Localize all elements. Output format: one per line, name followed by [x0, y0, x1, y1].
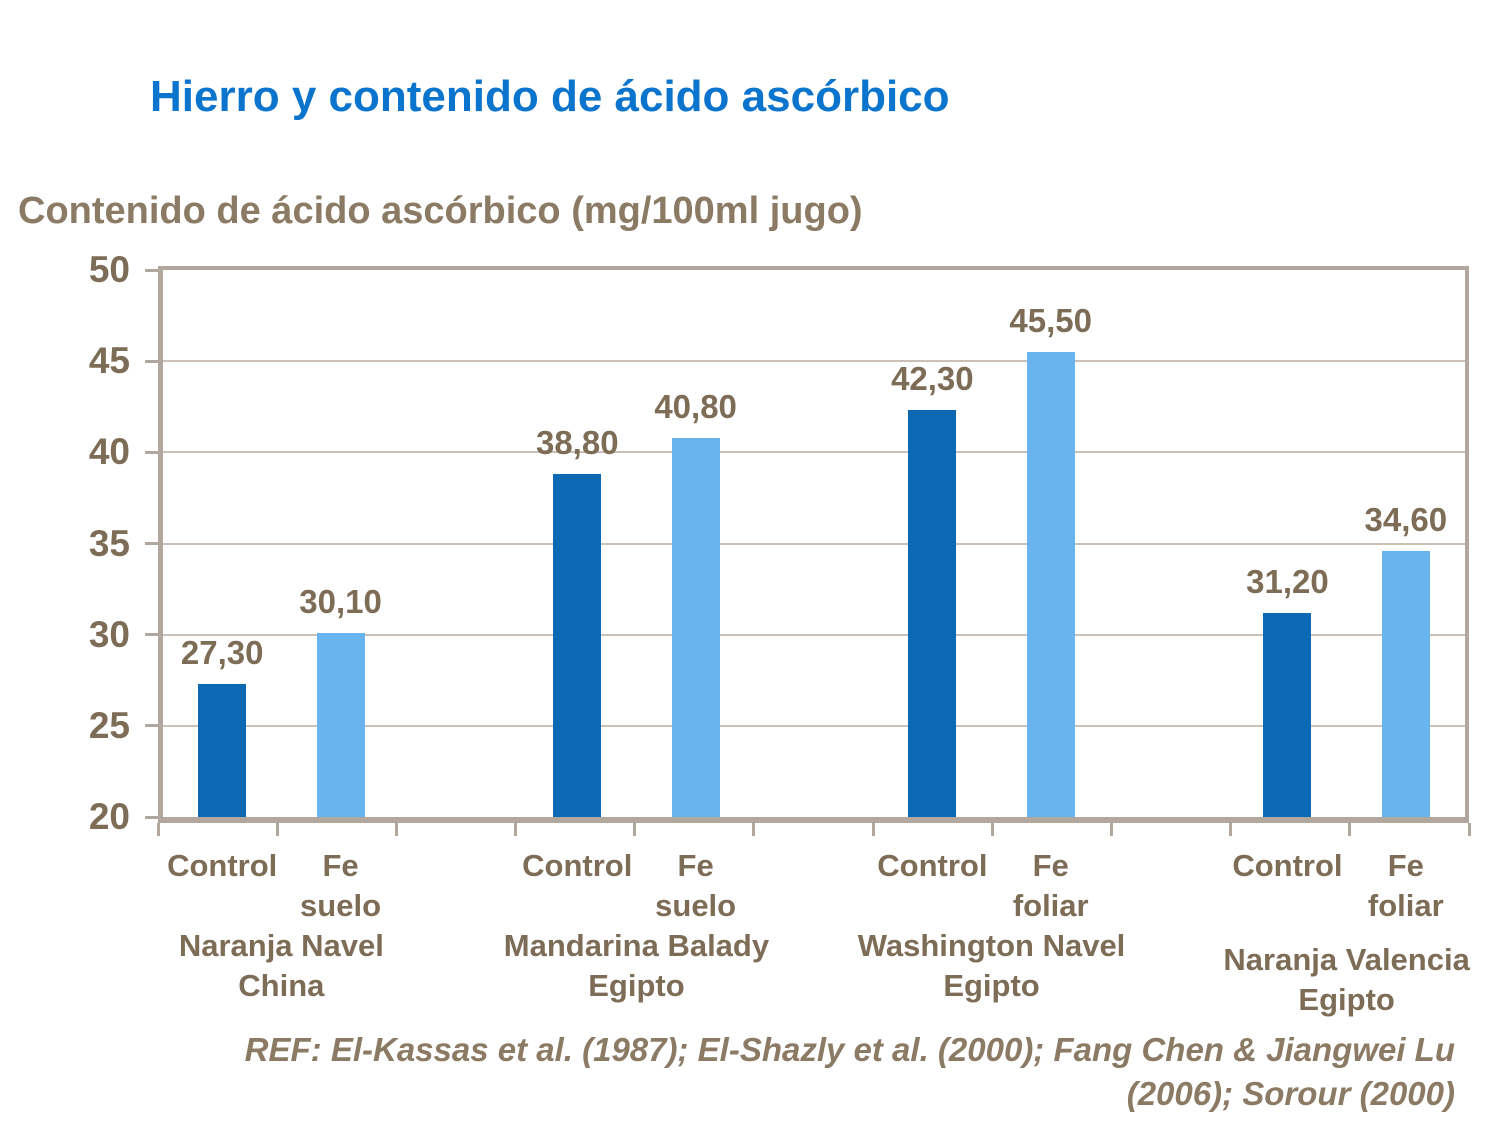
x-category-label-line: Control [522, 848, 633, 883]
x-axis-tick-mark [275, 823, 279, 836]
bar-value-label: 38,80 [535, 424, 619, 462]
y-axis-tick-label: 35 [88, 522, 130, 564]
x-category-label: Control [127, 846, 317, 886]
y-axis-tick-mark [145, 633, 158, 637]
group-label: Washington Navel Egipto [772, 926, 1212, 1006]
bar-value-label: 34,60 [1364, 500, 1448, 538]
bar-control [908, 410, 957, 817]
x-axis-tick-mark [514, 823, 518, 836]
slide-title: Hierro y contenido de ácido ascórbico [150, 72, 950, 121]
group-label: Naranja Valencia Egipto [1127, 940, 1500, 1020]
x-axis-tick-mark [871, 823, 875, 836]
x-category-label-line: suelo [300, 888, 382, 923]
x-category-label-line: Fe [1032, 848, 1069, 883]
x-category-label-line: Fe [1387, 848, 1424, 883]
x-category-label-line: Fe [677, 848, 714, 883]
y-axis-tick-mark [145, 268, 158, 272]
gridline [163, 451, 1465, 454]
group-label-line: Naranja Valencia [1223, 942, 1470, 977]
y-axis-tick-label: 30 [88, 613, 130, 655]
group-label: Naranja Navel China [61, 926, 501, 1006]
x-category-label-line: Control [1232, 848, 1343, 883]
y-axis-tick-mark [145, 542, 158, 545]
x-category-label-line: Control [167, 848, 278, 883]
bar-control [1263, 612, 1312, 817]
gridline [163, 360, 1465, 363]
x-axis-tick-mark [990, 823, 994, 836]
bar-value-label: 40,80 [654, 387, 737, 425]
group-label-line: Naranja Navel [178, 928, 384, 963]
x-category-label: Fe suelo [246, 846, 436, 926]
y-axis-tick-mark [145, 450, 158, 454]
bar-fe [316, 632, 365, 817]
x-axis-tick-mark [156, 823, 160, 836]
x-axis-tick-mark [752, 823, 756, 836]
x-axis-tick-mark [1467, 823, 1471, 836]
x-category-label: Fe foliar [956, 846, 1146, 926]
x-category-label-line: foliar [1367, 888, 1444, 923]
y-axis-tick-label: 50 [88, 249, 130, 290]
bar-value-label: 42,30 [891, 360, 974, 398]
y-axis-tick-mark [145, 815, 158, 819]
group-label-line: China [238, 968, 325, 1003]
x-category-label: Control [1192, 846, 1382, 886]
group-label-line: Egipto [943, 968, 1040, 1003]
y-axis-tick-label: 45 [88, 340, 130, 382]
x-axis-tick-mark [394, 823, 398, 836]
bar-control [553, 474, 602, 817]
bar-value-label: 27,30 [180, 633, 264, 671]
group-label-line: Egipto [588, 968, 685, 1003]
group-label-line: Egipto [1298, 982, 1395, 1017]
x-category-label: Fe suelo [601, 846, 791, 926]
y-axis-tick-label: 25 [88, 704, 130, 746]
x-category-label: Fe foliar [1311, 846, 1500, 926]
gridline [163, 633, 1465, 636]
bar-value-label: 30,10 [299, 582, 382, 620]
x-category-label-line: suelo [655, 888, 737, 923]
x-category-label-line: Fe [322, 848, 359, 883]
x-category-label: Control [837, 846, 1027, 886]
x-axis-tick-mark [1109, 823, 1113, 836]
x-axis-tick-mark [633, 823, 637, 836]
x-category-label: Control [482, 846, 672, 886]
reference-line-2: (2006); Sorour (2000) [1126, 1075, 1455, 1112]
bar-fe [1026, 352, 1075, 817]
x-axis-tick-mark [1229, 823, 1233, 836]
group-label-line: Washington Navel [857, 928, 1126, 963]
x-category-label-line: foliar [1012, 888, 1089, 923]
chart-plot-area [158, 266, 1469, 823]
y-axis-tick-label: 40 [88, 431, 130, 473]
gridline [163, 542, 1465, 545]
x-category-label-line: Control [877, 848, 988, 883]
bar-value-label: 45,50 [1009, 302, 1093, 340]
bar-fe [671, 437, 720, 817]
bar-control [198, 683, 247, 817]
y-axis-caption: Contenido de ácido ascórbico (mg/100ml j… [18, 190, 863, 232]
reference-text: REF: El-Kassas et al. (1987); El-Shazly … [155, 1028, 1455, 1116]
bar-value-label: 31,20 [1246, 562, 1329, 600]
y-axis-tick-mark [145, 724, 158, 728]
group-label: Mandarina Balady Egipto [416, 926, 856, 1006]
y-axis-tick-label: 20 [88, 796, 130, 837]
bar-fe [1381, 550, 1430, 817]
y-axis-tick-mark [145, 359, 158, 363]
gridline [163, 724, 1465, 727]
group-label-line: Mandarina Balady [503, 928, 770, 963]
reference-line-1: REF: El-Kassas et al. (1987); El-Shazly … [244, 1031, 1455, 1068]
x-axis-tick-mark [1348, 823, 1352, 836]
